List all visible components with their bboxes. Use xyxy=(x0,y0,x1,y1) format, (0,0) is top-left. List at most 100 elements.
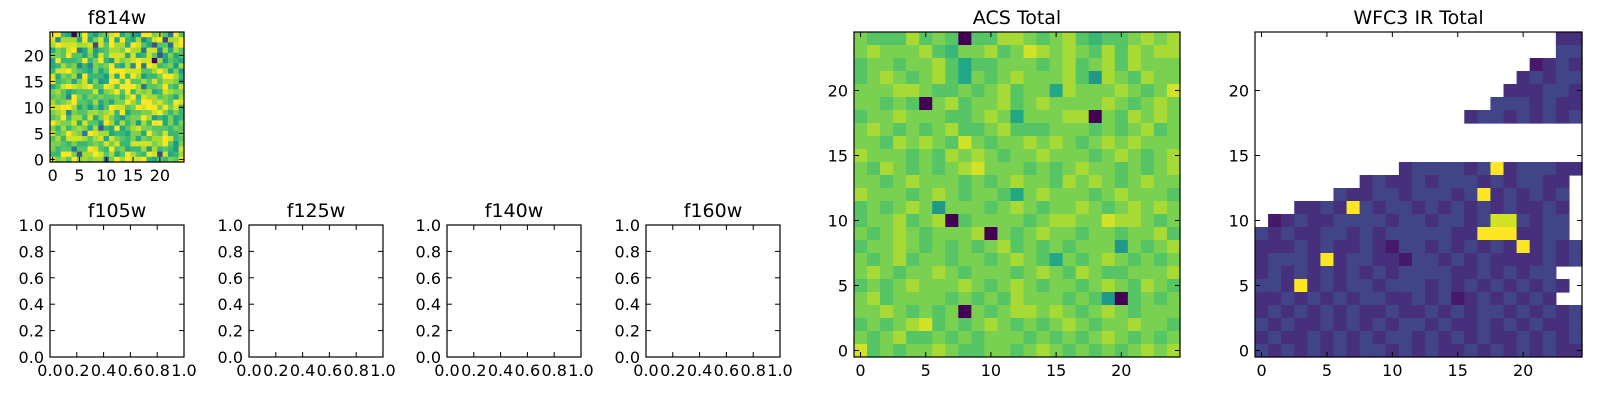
heatmap-cell xyxy=(151,63,158,69)
heatmap-cell xyxy=(1385,227,1400,241)
heatmap-cell xyxy=(87,94,94,101)
heatmap-cell xyxy=(1425,266,1439,280)
heatmap-cell xyxy=(1425,240,1439,254)
heatmap-cell xyxy=(932,97,946,111)
heatmap-cell xyxy=(146,156,153,163)
heatmap-cell xyxy=(60,94,67,101)
heatmap-cell xyxy=(1542,188,1557,202)
heatmap-cell xyxy=(162,47,169,54)
heatmap-cell xyxy=(1036,331,1051,345)
heatmap-cell xyxy=(82,110,89,116)
heatmap-cell xyxy=(1320,214,1335,228)
heatmap-cell xyxy=(146,58,153,64)
heatmap-cell xyxy=(125,146,131,153)
heatmap-cell xyxy=(130,78,137,85)
heatmap-cell xyxy=(108,130,115,137)
heatmap-cell xyxy=(1255,331,1269,345)
heatmap-cell xyxy=(60,84,67,90)
heatmap-cell xyxy=(151,37,158,43)
heatmap-cell xyxy=(1140,71,1155,85)
heatmap-cell xyxy=(82,78,89,85)
heatmap-cell xyxy=(867,149,881,163)
heatmap-cell xyxy=(1088,32,1103,46)
heatmap-cell xyxy=(1555,344,1570,358)
heatmap-cell xyxy=(1114,97,1129,111)
heatmap-cell xyxy=(1411,279,1426,293)
y-tick-label: 0.6 xyxy=(615,269,640,288)
heatmap-cell xyxy=(76,120,83,127)
heatmap-cell xyxy=(1411,175,1426,189)
heatmap-cell xyxy=(919,149,933,163)
heatmap-cell xyxy=(1140,214,1155,228)
heatmap-cell xyxy=(1101,45,1116,59)
heatmap-cell xyxy=(971,201,985,215)
heatmap-cell xyxy=(119,73,126,80)
heatmap-cell xyxy=(919,71,933,85)
heatmap-cell xyxy=(1036,123,1051,137)
heatmap-cell xyxy=(1268,279,1282,293)
heatmap-cell xyxy=(1075,240,1090,254)
heatmap-cell xyxy=(971,175,985,189)
heatmap-cell xyxy=(1062,188,1077,202)
heatmap-cell xyxy=(92,94,99,101)
x-tick-label: 5 xyxy=(74,166,84,185)
heatmap-cell xyxy=(125,151,131,158)
heatmap-cell xyxy=(1464,162,1478,176)
heatmap-cell xyxy=(1411,201,1426,215)
heatmap-cell xyxy=(1346,227,1361,241)
heatmap-cell xyxy=(157,94,164,101)
heatmap-cell xyxy=(1503,175,1518,189)
heatmap-cell xyxy=(1101,188,1116,202)
heatmap-cell xyxy=(1114,32,1129,46)
heatmap-cell xyxy=(71,115,78,121)
heatmap-cell xyxy=(178,110,185,116)
heatmap-cell xyxy=(1529,292,1544,306)
heatmap-cell xyxy=(76,37,83,43)
heatmap-cell xyxy=(1477,110,1492,124)
heatmap-cell xyxy=(1075,58,1090,72)
y-tick-label: 0.4 xyxy=(218,295,243,314)
heatmap-cell xyxy=(1320,292,1335,306)
heatmap-cell xyxy=(1023,175,1038,189)
heatmap-cell xyxy=(1127,266,1142,280)
heatmap-cell xyxy=(114,115,121,121)
heatmap-cell xyxy=(167,89,174,95)
heatmap-cell xyxy=(1451,175,1465,189)
heatmap-cell xyxy=(1529,344,1544,358)
heatmap-cell xyxy=(971,344,985,358)
heatmap-cell xyxy=(1114,149,1129,163)
heatmap-cell xyxy=(146,136,153,142)
heatmap-cell xyxy=(60,68,67,75)
heatmap-cell xyxy=(1049,149,1064,163)
heatmap-cell xyxy=(1359,253,1374,267)
heatmap-cell xyxy=(146,94,153,101)
heatmap-cell xyxy=(1438,227,1452,241)
heatmap-cell xyxy=(151,47,158,54)
heatmap-cell xyxy=(114,32,121,38)
heatmap-cell xyxy=(1010,292,1025,306)
heatmap-cell xyxy=(1372,279,1387,293)
heatmap-cell xyxy=(162,68,169,75)
heatmap-cell xyxy=(1075,175,1090,189)
heatmap-cell xyxy=(1153,71,1168,85)
heatmap-cell xyxy=(76,47,83,54)
heatmap-cell xyxy=(1464,201,1478,215)
heatmap-cell xyxy=(867,292,881,306)
heatmap-cell xyxy=(1503,305,1518,319)
heatmap-cell xyxy=(76,63,83,69)
heatmap-cell xyxy=(108,52,115,59)
heatmap-cell xyxy=(971,214,985,228)
heatmap-cell xyxy=(1542,266,1557,280)
heatmap-cell xyxy=(162,110,169,116)
heatmap-cell xyxy=(1114,266,1129,280)
heatmap-cell xyxy=(1320,201,1335,215)
heatmap-cell xyxy=(146,141,153,147)
heatmap-cell xyxy=(141,104,148,111)
heatmap-cell xyxy=(1088,175,1103,189)
y-tick-label: 20 xyxy=(828,82,848,101)
heatmap-cell xyxy=(55,94,62,101)
heatmap-cell xyxy=(880,214,894,228)
heatmap-cell xyxy=(66,120,73,127)
heatmap-cell xyxy=(906,318,920,332)
heatmap-cell xyxy=(1555,97,1570,111)
